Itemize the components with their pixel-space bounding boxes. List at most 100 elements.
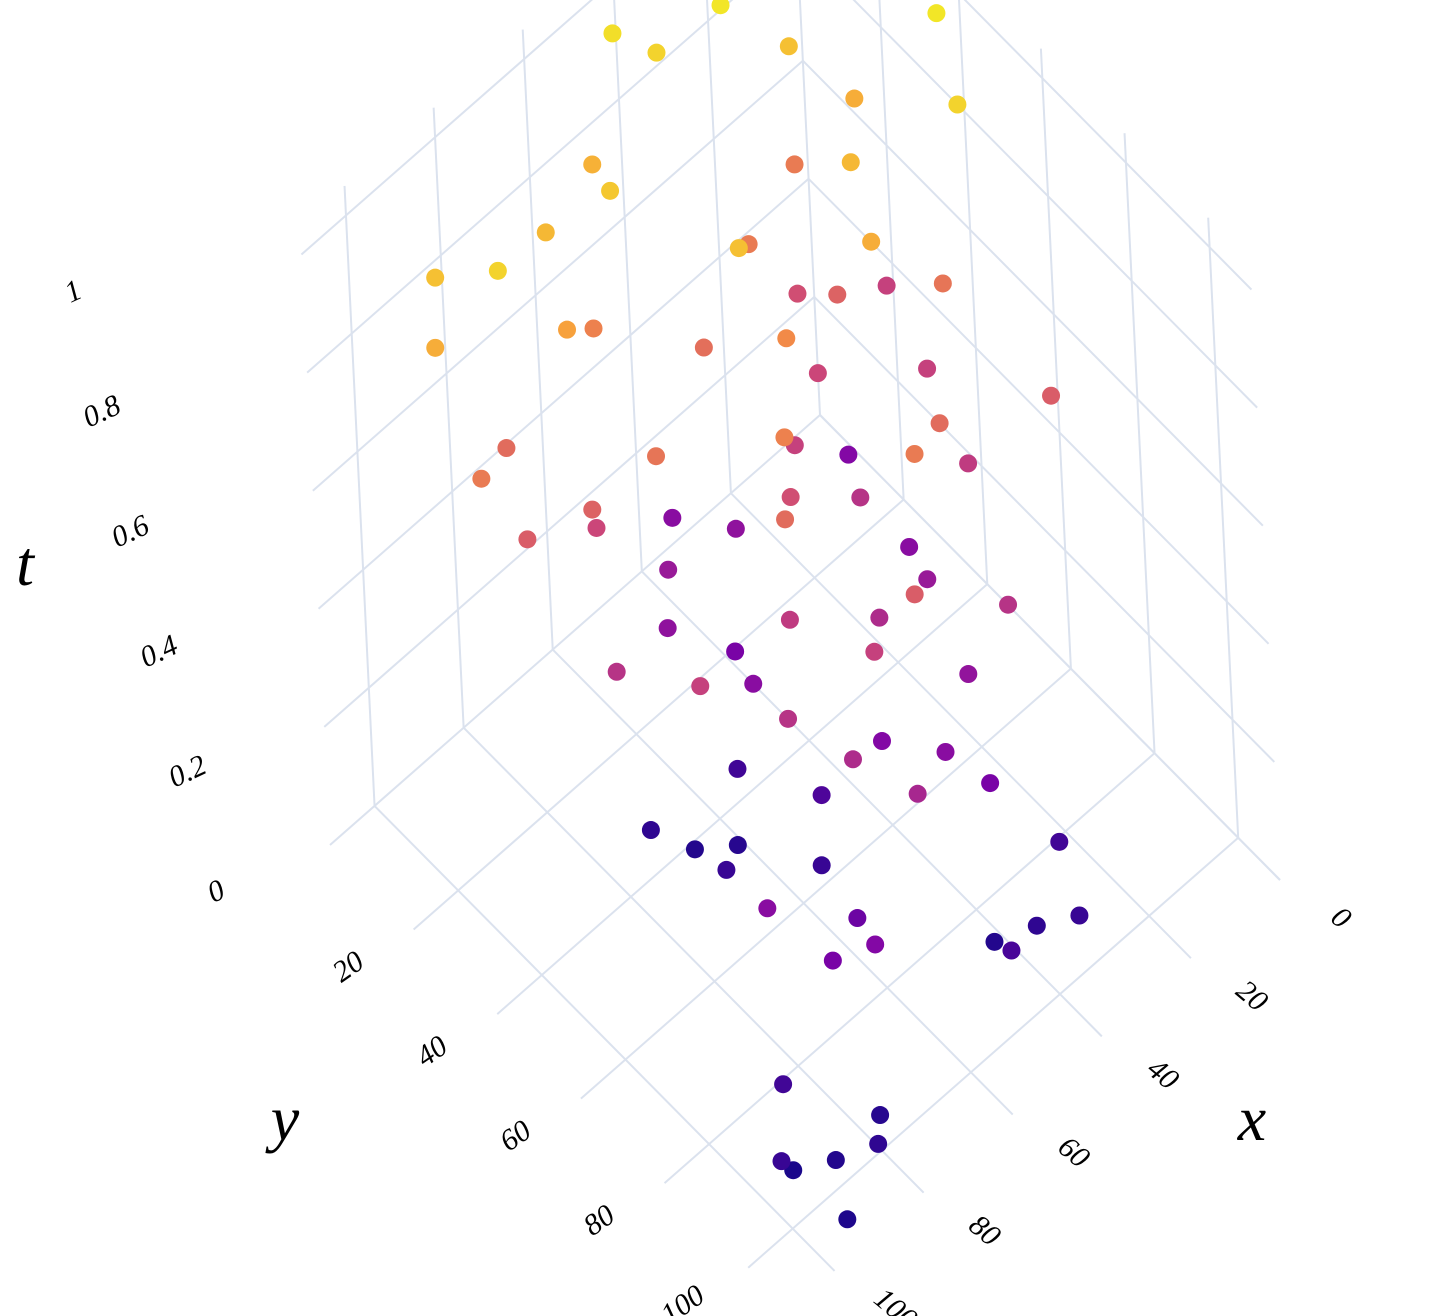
grid-line [878, 0, 905, 500]
point [658, 619, 677, 638]
grid-line [323, 296, 815, 728]
point [959, 665, 978, 684]
point [426, 338, 445, 357]
x-tick-label: 100 [868, 1282, 924, 1316]
point [758, 899, 777, 918]
point [647, 447, 666, 466]
y-tick-label: 100 [655, 1279, 711, 1316]
point [587, 518, 606, 537]
grid-line [641, 570, 1103, 1038]
point [785, 155, 804, 174]
point [776, 510, 795, 529]
point [933, 274, 952, 293]
y-axis-title: y [265, 1083, 300, 1154]
grid-line [730, 492, 1192, 959]
point [583, 500, 602, 519]
grid-line [580, 667, 1072, 1100]
point [558, 320, 577, 339]
x-axis-title: x [1237, 1083, 1266, 1154]
y-tick-label: 80 [577, 1198, 621, 1242]
point [774, 1075, 793, 1094]
point [1042, 386, 1061, 405]
grid-line [813, 296, 1275, 763]
point [845, 89, 864, 108]
point [812, 856, 831, 875]
point [936, 742, 955, 761]
point [900, 537, 919, 556]
point [808, 364, 827, 383]
point [583, 155, 602, 174]
point [985, 932, 1004, 951]
grid-line [317, 178, 810, 610]
grid-line [798, 0, 821, 416]
grid-line [958, 0, 989, 585]
grid-line [329, 414, 821, 846]
grid-line [706, 0, 732, 494]
point [862, 232, 881, 251]
point [647, 43, 666, 62]
point [981, 774, 1000, 793]
point [641, 821, 660, 840]
point [694, 338, 713, 357]
point [869, 1134, 888, 1153]
grid-line [306, 0, 734, 374]
grid-line [613, 0, 643, 572]
point [777, 329, 796, 348]
z-tick-label: 0.8 [78, 389, 126, 435]
grid-line [963, 0, 1253, 291]
z-tick-label: 0 [202, 873, 230, 909]
grid-line [663, 752, 1156, 1184]
point [691, 677, 710, 696]
point [918, 359, 937, 378]
point [823, 951, 842, 970]
point [663, 508, 682, 527]
point [426, 268, 445, 287]
z-tick-label: 0.4 [135, 629, 183, 675]
point [1002, 941, 1021, 960]
point [711, 0, 730, 15]
point [497, 439, 516, 458]
point [908, 784, 927, 803]
x-tick-label: 60 [1052, 1130, 1096, 1175]
point [726, 519, 745, 538]
point [488, 261, 507, 280]
point [905, 444, 924, 463]
point [844, 750, 862, 769]
point [851, 488, 870, 507]
point [729, 239, 748, 258]
z-tick-label: 0.2 [163, 749, 211, 795]
point [873, 732, 891, 751]
point [603, 24, 622, 43]
y-tick-label: 20 [326, 945, 370, 989]
point [870, 608, 889, 627]
point [866, 935, 885, 954]
grid-line [462, 727, 925, 1194]
point [839, 445, 858, 464]
grid-line [496, 583, 988, 1015]
point [685, 840, 704, 859]
grid-line [552, 648, 1014, 1116]
grid-line [1039, 48, 1072, 669]
point [812, 786, 831, 805]
x-tick-label: 0 [1325, 900, 1358, 935]
grid-line [300, 0, 593, 256]
grid-line [312, 59, 804, 492]
point [518, 530, 537, 549]
point [999, 595, 1018, 614]
points [426, 0, 1089, 1229]
grid-line [1207, 217, 1240, 838]
point [927, 4, 946, 23]
z-tick-label: 1 [59, 273, 87, 309]
grid-line [819, 414, 1281, 881]
point [779, 37, 798, 56]
x-tick-label: 20 [1230, 974, 1274, 1019]
grid-line [852, 0, 1258, 409]
point [1027, 916, 1046, 935]
point [772, 1152, 791, 1171]
point [826, 1151, 845, 1170]
point [536, 223, 555, 242]
grid-line [343, 185, 376, 806]
grid-line [802, 60, 1264, 527]
point [779, 709, 798, 728]
